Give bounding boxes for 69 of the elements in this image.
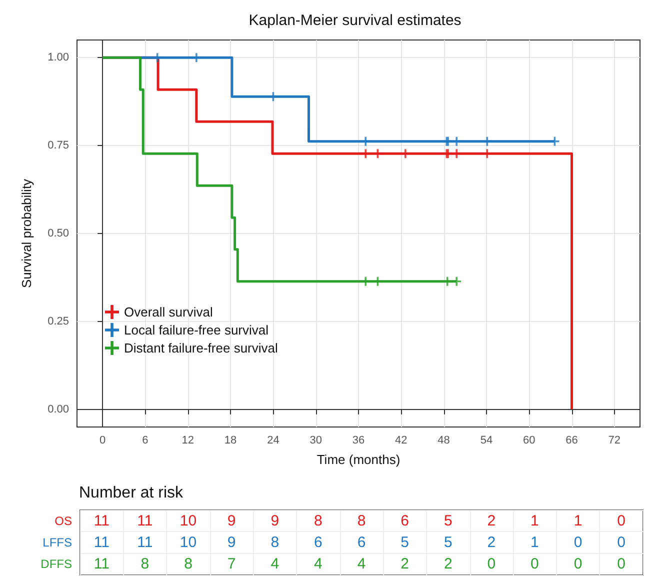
data-label: 6	[400, 512, 409, 530]
data-label: 4	[314, 556, 322, 573]
legend-label: Overall survival	[124, 304, 213, 320]
data-label: 8	[270, 534, 280, 551]
data-label: 8	[184, 556, 192, 573]
x-tick-label: 6	[142, 434, 148, 446]
data-label: 9	[270, 512, 280, 530]
data-label: 0	[574, 534, 582, 551]
y-tick-label: 1.00	[48, 52, 69, 64]
x-tick-label: 66	[566, 434, 578, 446]
data-label: 0	[487, 556, 496, 573]
data-label: 11	[137, 534, 153, 551]
data-label: 8	[140, 556, 150, 573]
data-label: 9	[227, 512, 236, 530]
data-label: 9	[227, 534, 236, 551]
data-label: 7	[227, 556, 236, 573]
y-tick-label: OS	[54, 514, 72, 528]
x-tick-label: 12	[182, 434, 194, 446]
x-tick-label: 0	[100, 434, 106, 446]
data-label: 4	[270, 556, 280, 573]
data-label: 0	[617, 534, 626, 551]
y-axis-title: Survival probability	[19, 178, 34, 288]
data-label: 1	[574, 512, 582, 530]
data-label: 2	[487, 534, 496, 551]
y-tick-label: 0.00	[48, 403, 69, 416]
data-label: 11	[94, 534, 110, 551]
data-label: 4	[357, 556, 366, 573]
x-tick-label: 24	[267, 434, 280, 446]
data-label: 0	[617, 512, 626, 530]
data-label: 10	[180, 512, 197, 530]
data-label: 1	[530, 534, 539, 551]
data-label: 2	[487, 512, 496, 530]
data-label: 11	[94, 556, 110, 573]
y-tick-label: LFFS	[42, 536, 72, 550]
x-tick-label: 72	[608, 434, 621, 446]
data-label: 10	[180, 534, 197, 551]
x-tick-label: 36	[352, 434, 365, 446]
data-label: 8	[357, 512, 366, 530]
chart-title: Number at risk	[79, 484, 184, 502]
data-label: 8	[314, 512, 322, 530]
x-tick-label: 18	[224, 434, 237, 446]
data-label: 6	[357, 534, 366, 551]
y-tick-label: DFFS	[40, 557, 72, 572]
x-axis-title: Time (months)	[316, 452, 400, 467]
y-tick-label: 0.75	[48, 140, 69, 152]
x-tick-label: 48	[438, 434, 450, 446]
x-tick-label: 30	[310, 434, 322, 446]
point	[361, 136, 370, 146]
data-label: 1	[530, 512, 539, 530]
point	[452, 136, 462, 146]
data-label: 5	[444, 534, 452, 551]
data-label: 5	[400, 534, 409, 551]
data-label: 0	[574, 556, 582, 573]
data-label: 11	[137, 512, 153, 530]
data-label: 0	[530, 556, 539, 573]
data-label: 11	[94, 512, 110, 530]
legend-label: Local failure-free survival	[124, 322, 269, 338]
x-tick-label: 42	[395, 434, 408, 446]
x-tick-label: 60	[522, 434, 536, 446]
y-tick-label: 0.25	[48, 315, 69, 328]
data-label: 2	[400, 556, 409, 573]
data-label: 0	[617, 556, 626, 573]
y-tick-label: 0.50	[48, 228, 69, 240]
legend-label: Distant failure-free survival	[124, 340, 278, 356]
x-tick-label: 54	[480, 434, 493, 446]
data-label: 5	[444, 512, 452, 530]
data-label: 2	[444, 556, 452, 573]
chart-title: Kaplan-Meier survival estimates	[248, 12, 462, 29]
data-label: 6	[314, 534, 322, 551]
